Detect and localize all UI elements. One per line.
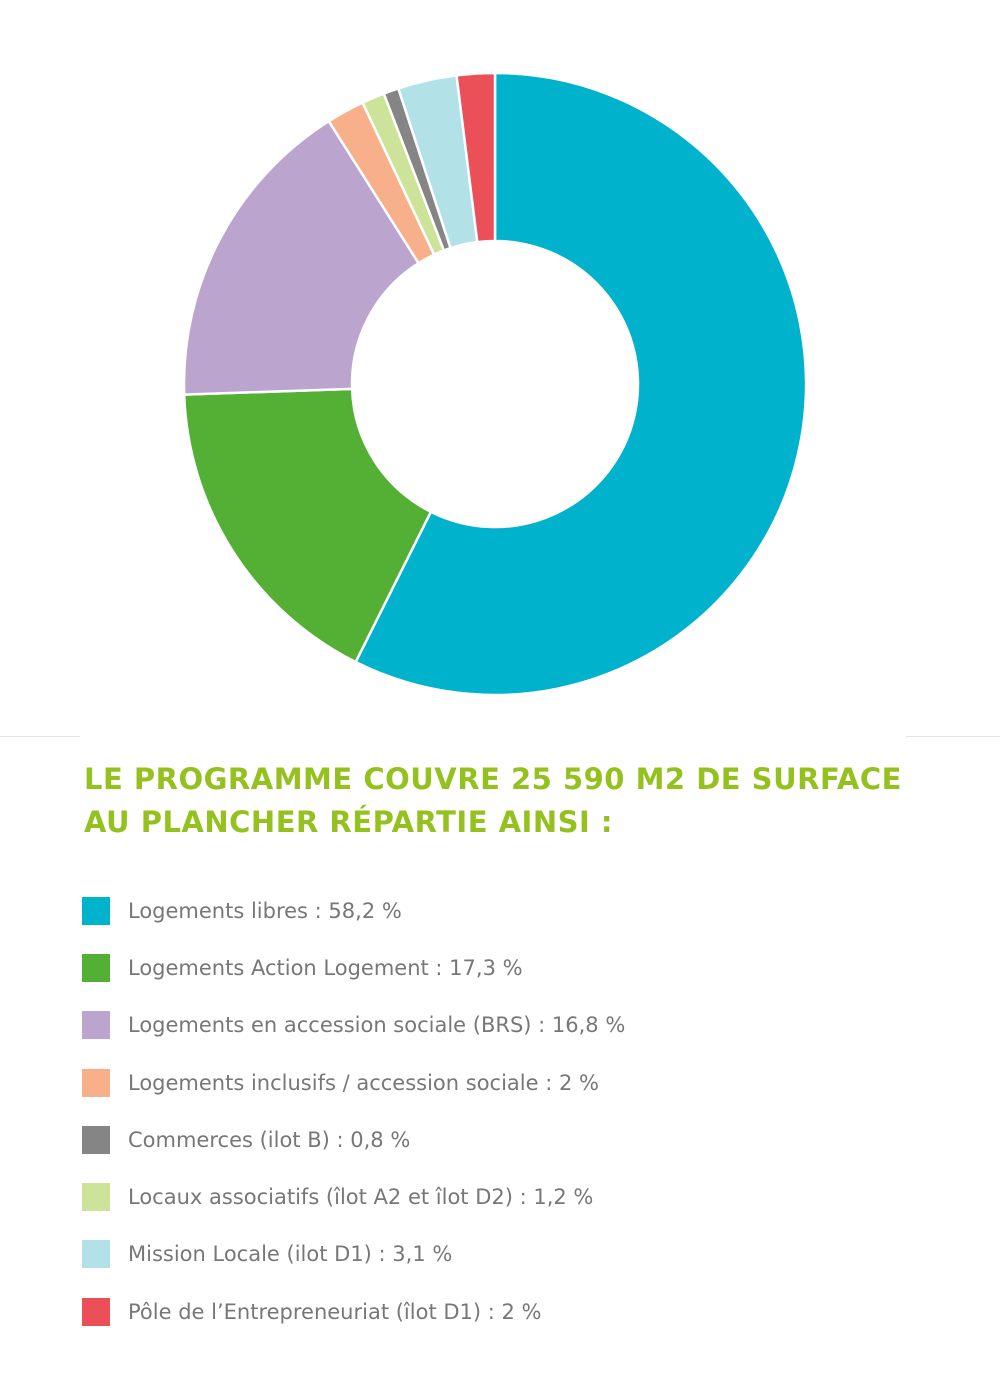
legend-label: Commerces (ilot B) : 0,8 %: [128, 1127, 411, 1152]
legend-swatch: [82, 1125, 110, 1154]
chart-legend: Logements libres : 58,2 % Logements Acti…: [82, 882, 962, 1340]
legend-item-action-logement: Logements Action Logement : 17,3 %: [82, 939, 962, 996]
donut-slice-2: [182, 119, 420, 396]
chart-title-line-2: AU PLANCHER RÉPARTIE AINSI :: [84, 805, 613, 839]
legend-item-pole-entrepreneuriat: Pôle de l’Entrepreneuriat (îlot D1) : 2 …: [82, 1283, 962, 1340]
chart-title-line-1: LE PROGRAMME COUVRE 25 590 M2 DE SURFACE: [84, 762, 902, 796]
donut-slice-1: [182, 387, 433, 664]
legend-swatch: [82, 953, 110, 982]
donut-chart: [182, 71, 808, 697]
legend-swatch: [82, 1068, 110, 1097]
divider-right: [906, 736, 1000, 737]
legend-item-locaux-associatifs: Locaux associatifs (îlot A2 et îlot D2) …: [82, 1168, 962, 1225]
legend-swatch: [82, 896, 110, 925]
divider-left: [0, 736, 80, 737]
donut-slice-0: [354, 71, 808, 697]
legend-label: Locaux associatifs (îlot A2 et îlot D2) …: [128, 1185, 594, 1210]
legend-item-accession-sociale-brs: Logements en accession sociale (BRS) : 1…: [82, 997, 962, 1054]
legend-label: Logements inclusifs / accession sociale …: [128, 1070, 599, 1095]
legend-swatch: [82, 1240, 110, 1269]
legend-item-mission-locale: Mission Locale (ilot D1) : 3,1 %: [82, 1226, 962, 1283]
legend-label: Logements Action Logement : 17,3 %: [128, 955, 523, 980]
donut-slice-7: [455, 71, 497, 244]
legend-swatch: [82, 1183, 110, 1212]
legend-item-commerces: Commerces (ilot B) : 0,8 %: [82, 1111, 962, 1168]
legend-item-logements-inclusifs: Logements inclusifs / accession sociale …: [82, 1054, 962, 1111]
legend-swatch: [82, 1011, 110, 1040]
legend-label: Logements libres : 58,2 %: [128, 898, 402, 923]
legend-swatch: [82, 1297, 110, 1326]
legend-label: Mission Locale (ilot D1) : 3,1 %: [128, 1242, 453, 1267]
chart-title: LE PROGRAMME COUVRE 25 590 M2 DE SURFACE…: [84, 758, 944, 844]
legend-item-logements-libres: Logements libres : 58,2 %: [82, 882, 962, 939]
legend-label: Pôle de l’Entrepreneuriat (îlot D1) : 2 …: [128, 1299, 542, 1324]
legend-label: Logements en accession sociale (BRS) : 1…: [128, 1013, 626, 1038]
